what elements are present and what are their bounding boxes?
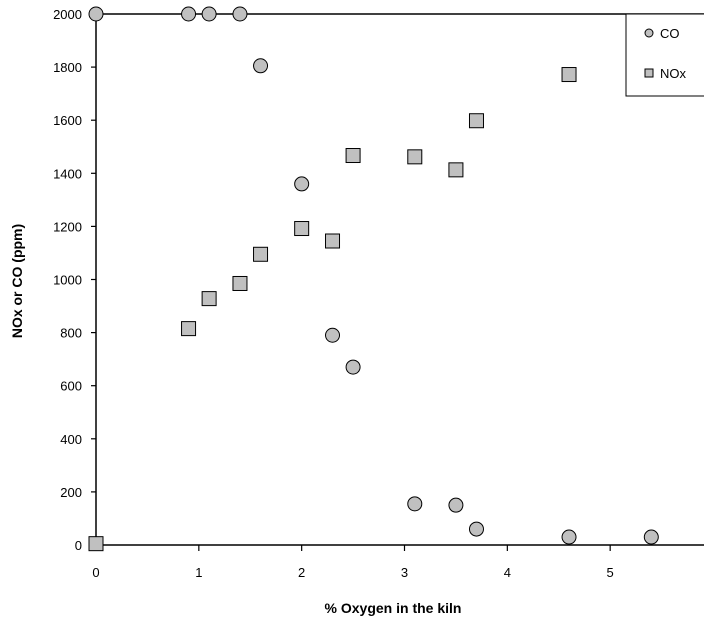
x-tick-label: 5 bbox=[607, 565, 614, 580]
co-point bbox=[407, 496, 423, 512]
co-point bbox=[181, 6, 197, 22]
legend-marker-co bbox=[644, 28, 654, 38]
legend-label-nox: NOx bbox=[660, 66, 687, 81]
y-tick-label: 1600 bbox=[53, 113, 82, 128]
y-tick-label: 600 bbox=[60, 379, 82, 394]
y-tick-label: 1400 bbox=[53, 166, 82, 181]
co-point bbox=[253, 58, 269, 74]
nox-point bbox=[253, 246, 269, 262]
x-axis: 0123456 bbox=[92, 544, 704, 580]
nox-point bbox=[468, 113, 484, 129]
nox-point bbox=[325, 233, 341, 249]
legend-marker-nox bbox=[644, 68, 654, 78]
nox-point bbox=[181, 321, 197, 337]
nox-point bbox=[407, 149, 423, 165]
co-point bbox=[561, 529, 577, 545]
nox-point bbox=[232, 275, 248, 291]
x-tick-label: 4 bbox=[504, 565, 511, 580]
co-point bbox=[643, 529, 659, 545]
y-tick-label: 200 bbox=[60, 485, 82, 500]
y-tick-label: 800 bbox=[60, 326, 82, 341]
x-tick-label: 3 bbox=[401, 565, 408, 580]
x-tick-label: 0 bbox=[92, 565, 99, 580]
co-point bbox=[201, 6, 217, 22]
co-point bbox=[88, 6, 104, 22]
nox-point bbox=[88, 536, 104, 552]
legend-label-co: CO bbox=[660, 26, 680, 41]
y-axis: 0 200 400 600 800 1000 1200 1400 1600 1800 2000 bbox=[53, 7, 96, 553]
co-point bbox=[294, 176, 310, 192]
y-tick-label: 1200 bbox=[53, 219, 82, 234]
co-point bbox=[448, 497, 464, 513]
nox-point bbox=[201, 291, 217, 307]
nox-point bbox=[448, 162, 464, 178]
y-tick-label: 1800 bbox=[53, 60, 82, 75]
co-point bbox=[232, 6, 248, 22]
x-tick-label: 1 bbox=[195, 565, 202, 580]
legend-box bbox=[625, 13, 704, 97]
nox-point bbox=[345, 148, 361, 164]
legend: CO NOx bbox=[625, 13, 704, 97]
y-axis-title: NOx or CO (ppm) bbox=[9, 224, 25, 338]
co-point bbox=[468, 521, 484, 537]
y-tick-label: 1000 bbox=[53, 273, 82, 288]
nox-point bbox=[294, 221, 310, 237]
y-tick-label: 0 bbox=[75, 538, 82, 553]
co-point bbox=[325, 327, 341, 343]
plot-frame bbox=[95, 13, 704, 545]
nox-point bbox=[561, 67, 577, 83]
data-points bbox=[88, 6, 659, 552]
y-tick-label: 2000 bbox=[53, 7, 82, 22]
x-axis-title: % Oxygen in the kiln bbox=[325, 600, 462, 616]
co-point bbox=[345, 359, 361, 375]
x-tick-label: 2 bbox=[298, 565, 305, 580]
y-tick-label: 400 bbox=[60, 432, 82, 447]
